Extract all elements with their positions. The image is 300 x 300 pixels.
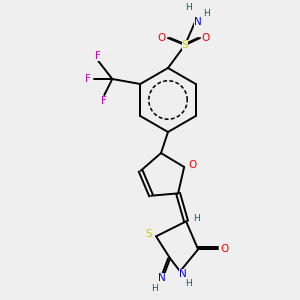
Text: N: N (194, 17, 202, 27)
Text: H: H (193, 214, 200, 223)
Text: O: O (158, 33, 166, 43)
Text: N: N (179, 269, 187, 279)
Text: F: F (85, 74, 91, 84)
Text: H: H (184, 4, 191, 13)
Text: S: S (182, 40, 188, 50)
Text: H: H (151, 284, 158, 293)
Text: H: H (204, 8, 210, 17)
Text: F: F (95, 51, 101, 61)
Text: O: O (188, 160, 196, 170)
Text: O: O (220, 244, 228, 254)
Text: F: F (101, 96, 107, 106)
Text: H: H (185, 279, 191, 288)
Text: S: S (146, 230, 152, 239)
Text: N: N (158, 273, 166, 284)
Text: O: O (202, 33, 210, 43)
